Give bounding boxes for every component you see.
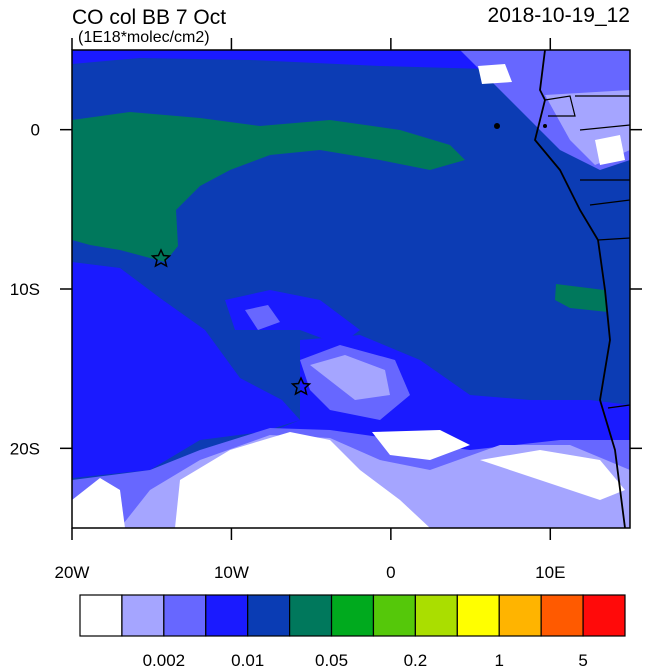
colorbar-swatch <box>79 594 123 637</box>
map-date: 2018-10-19_12 <box>488 4 630 27</box>
colorbar-swatch <box>205 594 249 637</box>
site-star <box>290 376 312 396</box>
colorbar-swatch <box>121 594 165 637</box>
field-white <box>72 478 125 528</box>
colorbar-swatch <box>456 594 500 637</box>
colorbar-swatch <box>498 594 542 637</box>
coastline <box>534 50 626 528</box>
x-tick-label: 10W <box>214 563 249 582</box>
colorbar-swatch <box>540 594 584 637</box>
field-bright-blue <box>225 290 360 345</box>
site-star <box>150 248 172 268</box>
axes: 20W 10W 0 10E 0 10S 20S <box>10 38 642 582</box>
colorbar-label: 1 <box>494 651 503 667</box>
field-medium-blue <box>245 305 280 330</box>
colorbar-swatch <box>247 594 291 637</box>
field-green <box>72 112 465 262</box>
field-lavender <box>310 355 390 400</box>
map-field <box>72 50 630 528</box>
colorbar-swatch <box>163 594 207 637</box>
colorbar: 0.002 0.01 0.05 0.2 1 5 <box>79 594 626 670</box>
colorbar-swatch <box>372 594 416 637</box>
y-tick-label: 20S <box>10 439 40 458</box>
y-tick-label: 0 <box>31 121 40 140</box>
field-white <box>175 432 430 528</box>
colorbar-swatch <box>289 594 333 637</box>
colorbar-label: 5 <box>578 651 587 667</box>
colorbar-label: 0.01 <box>231 651 264 667</box>
field-white <box>480 450 625 500</box>
island <box>543 124 547 128</box>
field-white <box>372 430 470 460</box>
colorbar-swatch <box>414 594 458 637</box>
colorbar-label: 0.2 <box>404 651 428 667</box>
colorbar-swatch <box>582 594 626 637</box>
colorbar-swatch <box>330 594 375 637</box>
field-green <box>555 284 608 312</box>
y-tick-label: 10S <box>10 280 40 299</box>
borders <box>544 95 630 409</box>
map-title: CO col BB 7 Oct <box>72 6 226 29</box>
field-white <box>478 64 512 84</box>
x-tick-label: 0 <box>386 563 395 582</box>
island <box>494 123 500 129</box>
x-tick-label: 20W <box>55 563 90 582</box>
colorbar-label: 0.05 <box>315 651 348 667</box>
field-white <box>595 135 625 165</box>
x-tick-label: 10E <box>535 563 565 582</box>
map-subtitle: (1E18*molec/cm2) <box>78 29 210 46</box>
field-bright-blue <box>72 262 300 478</box>
colorbar-label: 0.002 <box>143 651 186 667</box>
